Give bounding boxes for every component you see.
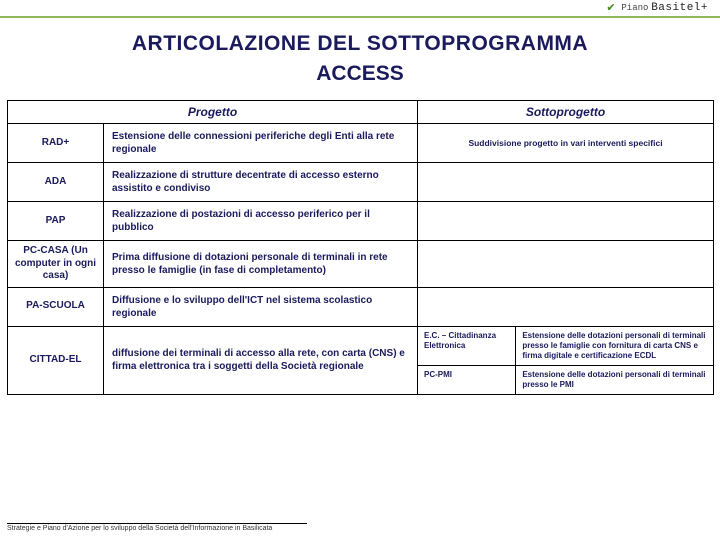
row-desc: Realizzazione di postazioni di accesso p… [104, 202, 418, 241]
page-subtitle: ACCESS [0, 62, 720, 86]
row-code: PA-SCUOLA [8, 287, 104, 326]
table-row: PA-SCUOLA Diffusione e lo sviluppo dell'… [8, 287, 714, 326]
header-brand: Basitel+ [651, 2, 708, 14]
sotto-cell: PC-PMI [418, 366, 516, 394]
row-desc: diffusione dei terminali di accesso alla… [104, 326, 418, 394]
check-icon: ✔ [606, 0, 615, 16]
row-sotto: Suddivisione progetto in vari interventi… [418, 124, 714, 163]
sotto-cell: Estensione delle dotazioni personali di … [516, 327, 713, 366]
table-row: ADA Realizzazione di strutture decentrat… [8, 163, 714, 202]
row-sotto [418, 241, 714, 288]
header-piano: Piano [621, 3, 648, 13]
sotto-cell: E.C. – Cittadinanza Elettronica [418, 327, 516, 366]
table-row: PAP Realizzazione di postazioni di acces… [8, 202, 714, 241]
footer-note: Strategie e Piano d'Azione per lo svilup… [7, 523, 307, 532]
col-progetto: Progetto [8, 101, 418, 124]
table-row: PC-CASA (Un computer in ogni casa) Prima… [8, 241, 714, 288]
row-desc: Diffusione e lo sviluppo dell'ICT nel si… [104, 287, 418, 326]
row-desc: Prima diffusione di dotazioni personale … [104, 241, 418, 288]
programme-table: Progetto Sottoprogetto RAD+ Estensione d… [7, 100, 714, 395]
row-code: CITTAD-EL [8, 326, 104, 394]
page-title: ARTICOLAZIONE DEL SOTTOPROGRAMMA [0, 32, 720, 56]
sotto-cell: Estensione delle dotazioni personali di … [516, 366, 713, 394]
col-sottoprogetto: Sottoprogetto [418, 101, 714, 124]
row-desc: Estensione delle connessioni periferiche… [104, 124, 418, 163]
table-header-row: Progetto Sottoprogetto [8, 101, 714, 124]
table-row: CITTAD-EL diffusione dei terminali di ac… [8, 326, 714, 394]
row-desc: Realizzazione di strutture decentrate di… [104, 163, 418, 202]
row-sotto-grid: E.C. – Cittadinanza Elettronica Estensio… [418, 326, 714, 394]
row-sotto [418, 287, 714, 326]
row-code: ADA [8, 163, 104, 202]
header-bar: ✔ Piano Basitel+ [0, 0, 720, 18]
row-sotto [418, 163, 714, 202]
row-sotto [418, 202, 714, 241]
row-code: RAD+ [8, 124, 104, 163]
row-code: PAP [8, 202, 104, 241]
table-row: RAD+ Estensione delle connessioni perife… [8, 124, 714, 163]
row-code: PC-CASA (Un computer in ogni casa) [8, 241, 104, 288]
